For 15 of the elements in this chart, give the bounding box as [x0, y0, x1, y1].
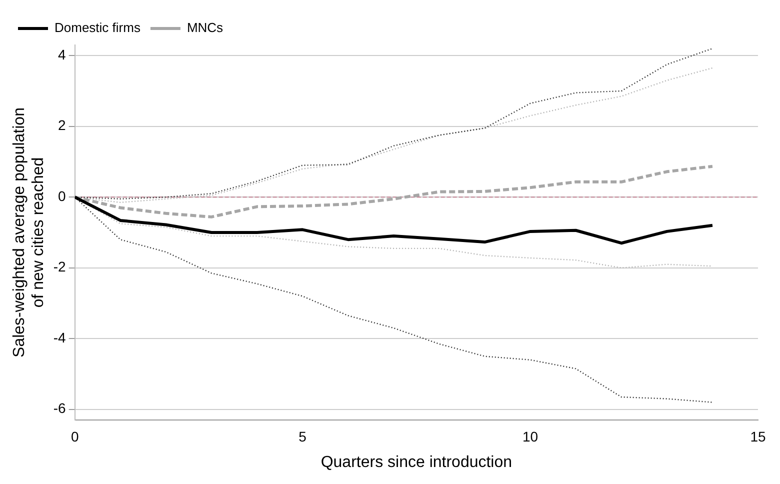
x-tick-label: 0	[70, 428, 79, 444]
y-tick-label: 0	[58, 188, 66, 204]
y-axis-title: Sales-weighted average population of new cities reached	[11, 108, 48, 358]
y-tick-label: 2	[58, 117, 66, 134]
y-tick-label: -4	[53, 329, 66, 346]
x-tick-label: 10	[522, 428, 538, 444]
y-tick-label: -2	[53, 258, 66, 275]
x-axis-title: Quarters since introduction	[320, 454, 512, 471]
y-tick-label: -6	[53, 400, 66, 416]
legend-label: MNCs	[186, 20, 224, 36]
line-series	[74, 164, 714, 218]
legend-label: Domestic firms	[54, 20, 141, 36]
x-tick-label: 5	[298, 428, 307, 444]
y-tick-label: 4	[58, 46, 66, 62]
x-tick-label: 15	[750, 428, 766, 444]
